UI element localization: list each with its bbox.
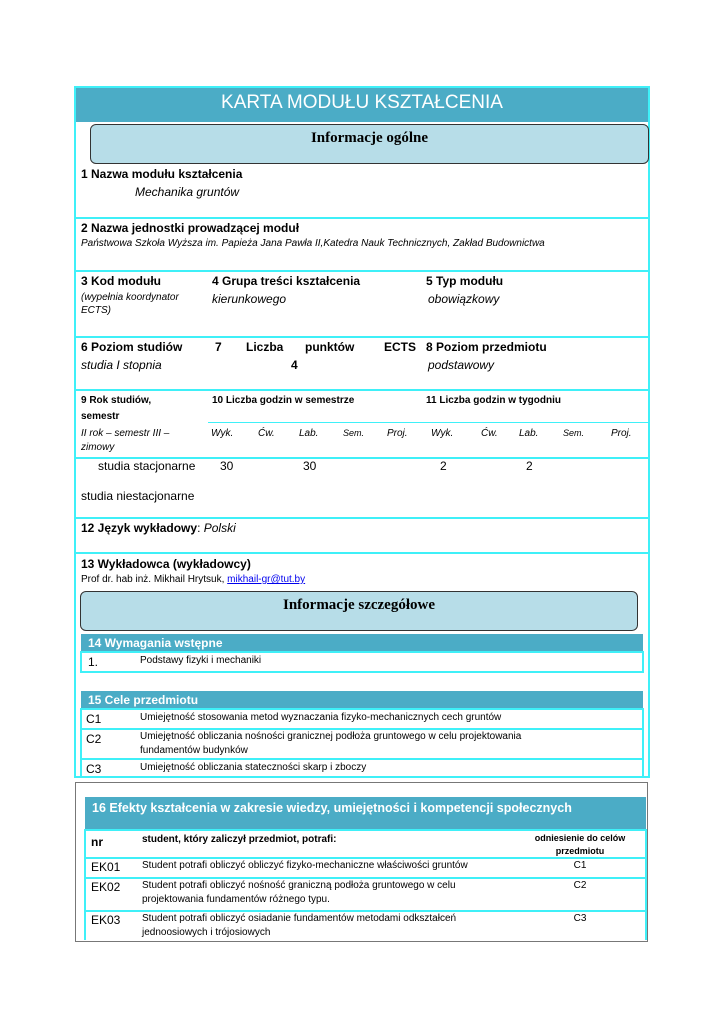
f3-note: ECTS) bbox=[81, 305, 111, 316]
col-header-sem: Sem. bbox=[343, 428, 365, 438]
col-header-sem: Ćw. bbox=[258, 428, 275, 439]
f9-label: semestr bbox=[81, 411, 120, 422]
col-header-sem: Proj. bbox=[387, 428, 408, 439]
row-nr: EK02 bbox=[91, 880, 121, 894]
row-text: Umiejętność obliczania stateczności skar… bbox=[140, 762, 367, 773]
f2-value: Państwowa Szkoła Wyższa im. Papieża Jana… bbox=[81, 238, 545, 249]
row-text: Student potrafi obliczyć obliczyć fizyko… bbox=[142, 860, 468, 871]
detail-info-label: Informacje szczegółowe bbox=[282, 597, 435, 613]
f5-value: obowiązkowy bbox=[428, 292, 500, 306]
f7-label: punktów bbox=[305, 340, 355, 354]
col-header-week: Ćw. bbox=[481, 428, 498, 439]
f10-label: 10 Liczba godzin w semestrze bbox=[212, 395, 355, 406]
row-ref: C3 bbox=[573, 913, 587, 924]
f15-header: 15 Cele przedmiotu bbox=[81, 691, 643, 709]
f8-value: podstawowy bbox=[428, 358, 495, 372]
col-header-sem: Lab. bbox=[299, 428, 319, 439]
col-header-week: Proj. bbox=[611, 428, 632, 439]
f3-label: 3 Kod modułu bbox=[81, 274, 161, 288]
f14-header: 14 Wymagania wstępne bbox=[81, 634, 643, 652]
f7-value: 4 bbox=[291, 358, 298, 372]
divider bbox=[208, 422, 648, 423]
f15-label: 15 Cele przedmiotu bbox=[88, 693, 199, 707]
f5-label: 5 Typ modułu bbox=[426, 274, 504, 288]
divider bbox=[76, 389, 648, 391]
f8-label: 8 Poziom przedmiotu bbox=[426, 340, 547, 354]
f13-label: 13 Wykładowca (wykładowcy) bbox=[81, 557, 251, 571]
f6-label: 6 Poziom studiów bbox=[81, 340, 183, 354]
f12-value: Polski bbox=[203, 521, 236, 535]
f4-value: kierunkowego bbox=[212, 292, 287, 306]
row-nr: EK03 bbox=[91, 913, 121, 927]
f6-value: studia I stopnia bbox=[81, 358, 162, 372]
f11-label: 11 Liczba godzin w tygodniu bbox=[426, 395, 562, 406]
f9-value: II rok – semestr III – bbox=[81, 428, 170, 439]
col-header-week: Sem. bbox=[563, 428, 585, 438]
row-ref: C2 bbox=[573, 880, 587, 891]
f4-label: 4 Grupa treści kształcenia bbox=[212, 274, 361, 288]
divider bbox=[76, 217, 648, 219]
col-header-nr: nr bbox=[91, 835, 103, 849]
table-row bbox=[80, 651, 644, 673]
divider bbox=[76, 457, 648, 459]
f12-label: 12 Język wykładowy bbox=[81, 521, 198, 535]
row-nr: EK01 bbox=[91, 860, 121, 874]
col-header-week: Wyk. bbox=[431, 428, 454, 439]
f7-label: ECTS bbox=[384, 340, 417, 354]
f1-label: 1 Nazwa modułu kształcenia bbox=[81, 167, 243, 181]
row-nr: C2 bbox=[86, 732, 102, 746]
f1-value: Mechanika gruntów bbox=[135, 185, 240, 199]
f2-label: 2 Nazwa jednostki prowadzącej moduł bbox=[81, 221, 300, 235]
row-text: Student potrafi obliczyć nośność granicz… bbox=[142, 880, 456, 891]
row-text: Umiejętność stosowania metod wyznaczania… bbox=[140, 712, 502, 723]
f12: 12 Język wykładowy: Polski bbox=[81, 521, 236, 535]
f9-label: 9 Rok studiów, bbox=[81, 395, 152, 406]
table-row bbox=[84, 910, 647, 940]
row-text: projektowania fundamentów różnego typu. bbox=[142, 894, 330, 905]
f14-label: 14 Wymagania wstępne bbox=[88, 636, 223, 650]
divider bbox=[76, 552, 648, 554]
lecturer-email-link[interactable]: mikhail-gr@tut.by bbox=[227, 574, 306, 585]
row-text: Podstawy fizyki i mechaniki bbox=[140, 655, 262, 666]
table-row bbox=[80, 758, 644, 778]
col-header-desc: student, który zaliczył przedmiot, potra… bbox=[142, 834, 337, 845]
hours-week-value: 2 bbox=[526, 459, 533, 473]
hours-week-value: 2 bbox=[440, 459, 447, 473]
f16-frame bbox=[75, 782, 648, 942]
f7-label: Liczba bbox=[246, 340, 284, 354]
f9-value: zimowy bbox=[81, 442, 115, 453]
row-text: Umiejętność obliczania nośności graniczn… bbox=[140, 731, 522, 742]
f16-header: 16 Efekty kształcenia w zakresie wiedzy,… bbox=[85, 797, 646, 831]
divider bbox=[76, 517, 648, 519]
f16-label: 16 Efekty kształcenia w zakresie wiedzy,… bbox=[92, 801, 572, 815]
col-header-ref: przedmiotu bbox=[555, 846, 605, 856]
f13-value: Prof dr. hab inż. Mikhail Hrytsuk, mikha… bbox=[81, 574, 305, 585]
col-header-ref: odniesienie do celów bbox=[534, 833, 626, 843]
page-title: KARTA MODUŁU KSZTAŁCENIA bbox=[221, 92, 503, 113]
general-info-label: Informacje ogólne bbox=[310, 130, 429, 146]
row-text: jednoosiowych i trójosiowych bbox=[142, 927, 271, 938]
title-band: KARTA MODUŁU KSZTAŁCENIA bbox=[76, 88, 648, 122]
row-text: Student potrafi obliczyć osiadanie funda… bbox=[142, 913, 457, 924]
hours-sem-value: 30 bbox=[220, 459, 234, 473]
divider bbox=[76, 336, 648, 338]
row-nr: 1. bbox=[88, 655, 99, 669]
divider bbox=[76, 270, 648, 272]
lecturer-name: Prof dr. hab inż. Mikhail Hrytsuk, bbox=[81, 574, 228, 585]
row-nr: C3 bbox=[86, 762, 102, 776]
hours-row-label: studia stacjonarne bbox=[98, 459, 196, 473]
row-nr: C1 bbox=[86, 712, 102, 726]
col-header-week: Lab. bbox=[519, 428, 539, 439]
f3-note: (wypełnia koordynator bbox=[81, 292, 179, 303]
f7-label: 7 bbox=[215, 340, 222, 354]
row-ref: C1 bbox=[573, 860, 587, 871]
col-header-sem: Wyk. bbox=[211, 428, 234, 439]
general-info-header: Informacje ogólne bbox=[90, 124, 649, 164]
hours-row-label: studia niestacjonarne bbox=[81, 489, 195, 503]
hours-sem-value: 30 bbox=[303, 459, 317, 473]
detail-info-header: Informacje szczegółowe bbox=[80, 591, 638, 631]
row-text: fundamentów budynków bbox=[140, 745, 248, 756]
